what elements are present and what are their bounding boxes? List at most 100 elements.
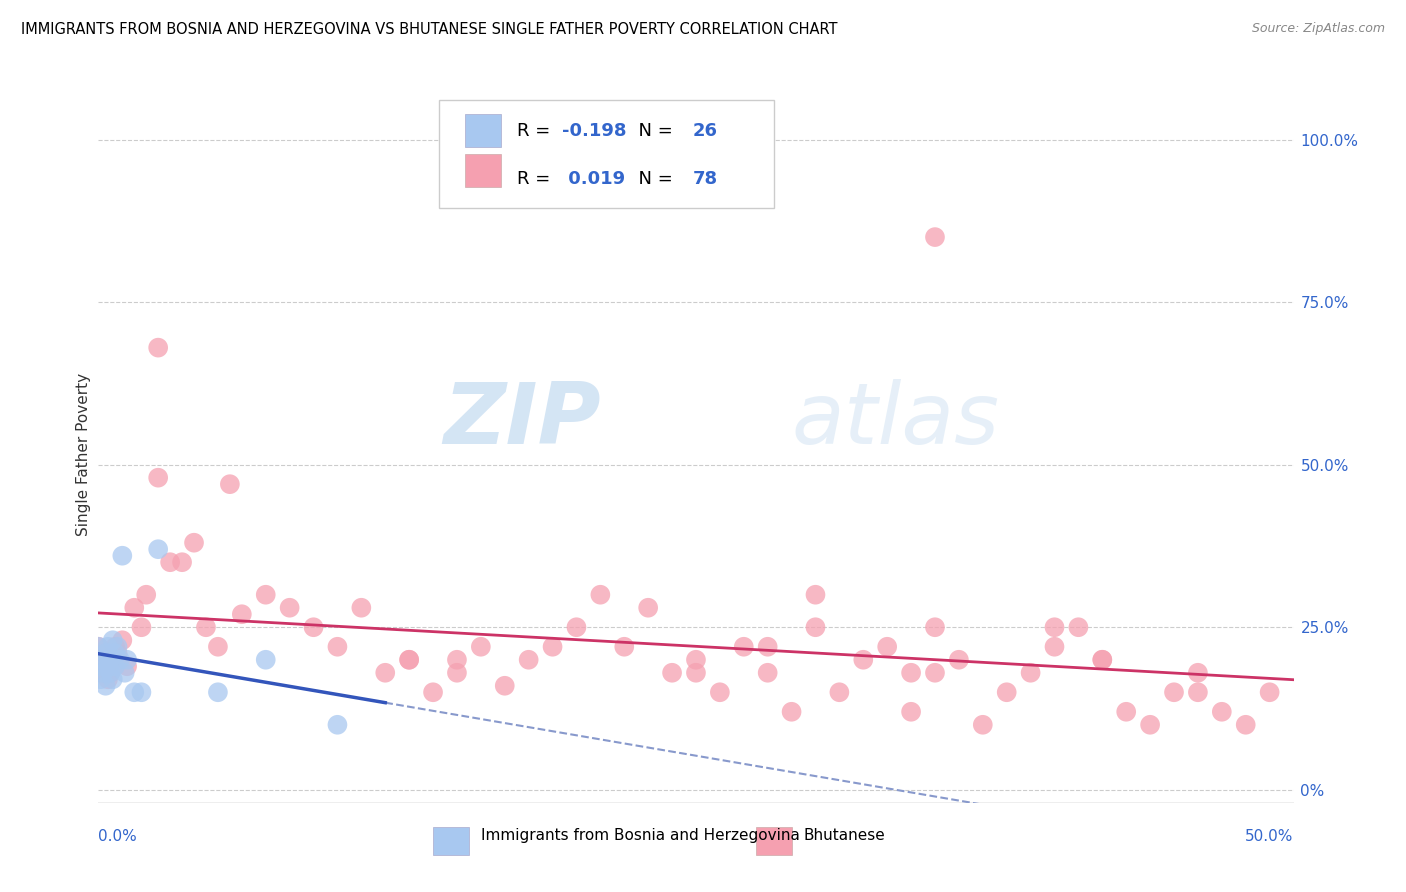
Point bbox=[924, 665, 946, 680]
Point bbox=[104, 640, 127, 654]
Point bbox=[131, 620, 153, 634]
Point bbox=[876, 640, 898, 654]
Point bbox=[278, 600, 301, 615]
Point bbox=[1258, 685, 1281, 699]
FancyBboxPatch shape bbox=[465, 114, 501, 147]
Point bbox=[111, 549, 134, 563]
Point bbox=[374, 665, 396, 680]
Point bbox=[852, 653, 875, 667]
Point bbox=[1067, 620, 1090, 634]
Text: IMMIGRANTS FROM BOSNIA AND HERZEGOVINA VS BHUTANESE SINGLE FATHER POVERTY CORREL: IMMIGRANTS FROM BOSNIA AND HERZEGOVINA V… bbox=[21, 22, 838, 37]
Text: atlas: atlas bbox=[792, 378, 1000, 462]
Point bbox=[219, 477, 242, 491]
Point bbox=[685, 665, 707, 680]
Point bbox=[326, 718, 349, 732]
Point bbox=[107, 640, 129, 654]
Point bbox=[613, 640, 636, 654]
Point bbox=[1187, 685, 1209, 699]
Point bbox=[972, 718, 994, 732]
Point bbox=[685, 653, 707, 667]
FancyBboxPatch shape bbox=[439, 100, 773, 208]
Point bbox=[91, 665, 114, 680]
Point bbox=[948, 653, 970, 667]
Point bbox=[756, 665, 779, 680]
Point bbox=[589, 588, 612, 602]
Text: 0.019: 0.019 bbox=[562, 169, 626, 187]
Point bbox=[446, 665, 468, 680]
Point bbox=[101, 672, 124, 686]
Text: 0.0%: 0.0% bbox=[98, 829, 138, 844]
Point bbox=[1163, 685, 1185, 699]
Point bbox=[302, 620, 325, 634]
Point bbox=[637, 600, 659, 615]
Text: 78: 78 bbox=[692, 169, 717, 187]
Point bbox=[995, 685, 1018, 699]
Point bbox=[194, 620, 218, 634]
Point bbox=[104, 659, 127, 673]
Point bbox=[756, 640, 779, 654]
Point bbox=[104, 646, 127, 660]
Point bbox=[254, 653, 277, 667]
Text: ZIP: ZIP bbox=[443, 378, 600, 462]
Point bbox=[1043, 640, 1066, 654]
Point bbox=[565, 620, 588, 634]
Point bbox=[326, 640, 349, 654]
Point bbox=[470, 640, 492, 654]
Point bbox=[541, 640, 564, 654]
Point bbox=[94, 646, 117, 660]
Text: 50.0%: 50.0% bbox=[1246, 829, 1294, 844]
Text: Bhutanese: Bhutanese bbox=[804, 828, 886, 843]
Point bbox=[124, 685, 146, 699]
Point bbox=[87, 640, 110, 654]
Text: -0.198: -0.198 bbox=[562, 122, 627, 140]
Point bbox=[709, 685, 731, 699]
Point bbox=[1019, 665, 1042, 680]
Point bbox=[900, 705, 922, 719]
Point bbox=[115, 653, 138, 667]
Point bbox=[517, 653, 540, 667]
Point bbox=[97, 672, 120, 686]
Point bbox=[446, 653, 468, 667]
Point bbox=[97, 640, 120, 654]
Point bbox=[231, 607, 253, 622]
Point bbox=[1187, 665, 1209, 680]
Point bbox=[114, 665, 136, 680]
Point bbox=[131, 685, 153, 699]
Point bbox=[924, 230, 946, 244]
Point bbox=[91, 659, 114, 673]
Point bbox=[148, 542, 170, 557]
FancyBboxPatch shape bbox=[433, 827, 470, 855]
Point bbox=[90, 672, 112, 686]
Point bbox=[111, 633, 134, 648]
Point bbox=[780, 705, 803, 719]
Point bbox=[148, 341, 170, 355]
Point bbox=[1211, 705, 1233, 719]
Point bbox=[98, 665, 122, 680]
Point bbox=[101, 653, 124, 667]
Y-axis label: Single Father Poverty: Single Father Poverty bbox=[76, 374, 91, 536]
Point bbox=[94, 679, 117, 693]
Text: N =: N = bbox=[627, 169, 678, 187]
Point bbox=[1115, 705, 1137, 719]
Point bbox=[254, 588, 277, 602]
Point bbox=[828, 685, 851, 699]
Point bbox=[90, 665, 112, 680]
Text: R =: R = bbox=[517, 122, 555, 140]
Point bbox=[98, 665, 122, 680]
Point bbox=[494, 679, 516, 693]
Point bbox=[107, 646, 129, 660]
Text: Source: ZipAtlas.com: Source: ZipAtlas.com bbox=[1251, 22, 1385, 36]
Point bbox=[101, 633, 124, 648]
Point bbox=[1139, 718, 1161, 732]
Point bbox=[804, 620, 827, 634]
Point bbox=[1091, 653, 1114, 667]
Point bbox=[108, 653, 131, 667]
Point bbox=[924, 620, 946, 634]
Point bbox=[124, 600, 146, 615]
Point bbox=[98, 653, 122, 667]
Point bbox=[398, 653, 420, 667]
Text: R =: R = bbox=[517, 169, 555, 187]
Point bbox=[661, 665, 683, 680]
Point bbox=[87, 640, 110, 654]
Text: N =: N = bbox=[627, 122, 678, 140]
